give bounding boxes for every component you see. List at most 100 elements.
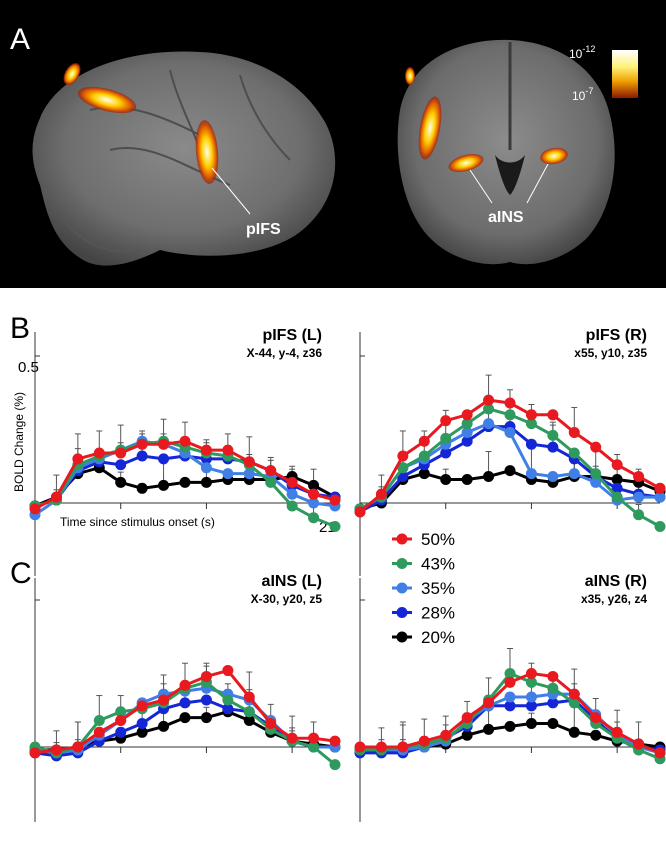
data-point [397, 450, 409, 462]
chart-title: pIFS (L) [262, 327, 322, 344]
brain-contour [59, 214, 141, 253]
data-point [115, 476, 127, 488]
data-point [568, 468, 580, 480]
activation-blob [77, 86, 137, 114]
data-point [525, 409, 537, 421]
data-point [179, 476, 191, 488]
data-point [308, 512, 320, 524]
data-point [308, 479, 320, 491]
chart-coordinates: X-30, y20, z5 [251, 592, 323, 606]
data-point [568, 726, 580, 738]
data-point [115, 726, 127, 738]
data-point [461, 473, 473, 485]
data-point [547, 697, 559, 709]
data-point [222, 665, 234, 677]
legend-marker [396, 607, 408, 618]
panel-c-label: C [10, 557, 32, 590]
data-point [375, 741, 387, 753]
ains-pointer-line-right [526, 163, 549, 204]
data-point [633, 738, 645, 750]
data-point [483, 723, 495, 735]
data-point [115, 715, 127, 727]
color-scale: 10-12 10-7 [569, 44, 638, 103]
data-point [525, 700, 537, 712]
y-axis-label: BOLD Change (%) [12, 392, 26, 492]
data-point [504, 691, 516, 703]
ains-pointer-line-left [469, 169, 493, 204]
data-point [440, 432, 452, 444]
data-point [222, 703, 234, 715]
data-point [222, 694, 234, 706]
data-point [504, 676, 516, 688]
data-point [354, 741, 366, 753]
panel-a-label: A [10, 23, 30, 56]
data-point [93, 715, 105, 727]
data-point [504, 426, 516, 438]
data-point [611, 491, 623, 503]
data-point [50, 744, 62, 756]
chart-coordinates: x55, y10, z35 [574, 346, 647, 360]
legend-marker [396, 558, 408, 569]
data-point [136, 700, 148, 712]
data-point [50, 491, 62, 503]
legend: 50% 43% 35% 28% 20% [392, 530, 455, 647]
data-point [525, 691, 537, 703]
x-axis-label: Time since stimulus onset (s) [60, 515, 215, 529]
data-point [286, 500, 298, 512]
brain-sulci [89, 69, 291, 186]
data-point [633, 509, 645, 521]
data-point [633, 471, 645, 483]
data-point [158, 438, 170, 450]
data-point [483, 418, 495, 430]
data-point [568, 426, 580, 438]
data-point [136, 450, 148, 462]
data-point [179, 679, 191, 691]
data-point [136, 717, 148, 729]
panel-a-brain-images: A pIFS aINS 10-12 [0, 0, 666, 288]
data-point [354, 506, 366, 518]
data-point [504, 668, 516, 679]
chart-ains-left: aINS (L) X-30, y20, z5 [29, 573, 341, 822]
ventricles [495, 155, 525, 195]
data-point [115, 447, 127, 459]
ains-brain-label: aINS [488, 209, 524, 226]
legend-label: 43% [421, 555, 455, 574]
data-point [158, 720, 170, 732]
data-point [654, 521, 666, 533]
data-point [590, 476, 602, 488]
data-point [286, 488, 298, 500]
data-point [525, 418, 537, 430]
data-point [286, 732, 298, 744]
data-point [440, 729, 452, 741]
data-point [158, 479, 170, 491]
data-point [93, 447, 105, 459]
data-point [200, 444, 212, 456]
data-point [461, 418, 473, 430]
data-point [397, 462, 409, 474]
data-point [504, 397, 516, 409]
data-point [483, 403, 495, 415]
activation-blob [540, 147, 568, 165]
data-point [461, 435, 473, 447]
y-tick-label: 0.5 [18, 359, 39, 376]
data-point [418, 435, 430, 447]
data-point [525, 668, 537, 679]
data-point [265, 465, 277, 477]
data-point [265, 717, 277, 729]
data-point [611, 482, 623, 494]
data-point [29, 747, 41, 759]
data-point [461, 409, 473, 421]
data-point [547, 717, 559, 729]
data-point [568, 697, 580, 709]
chart-ains-right: aINS (R) x35, y26, z4 [354, 573, 666, 822]
data-point [483, 471, 495, 483]
data-point [397, 741, 409, 753]
data-point [418, 468, 430, 480]
data-point [590, 441, 602, 453]
scale-top-label: 10-12 [569, 44, 595, 61]
data-point [418, 735, 430, 747]
data-point [525, 676, 537, 688]
data-point [200, 476, 212, 488]
data-point [222, 468, 234, 480]
